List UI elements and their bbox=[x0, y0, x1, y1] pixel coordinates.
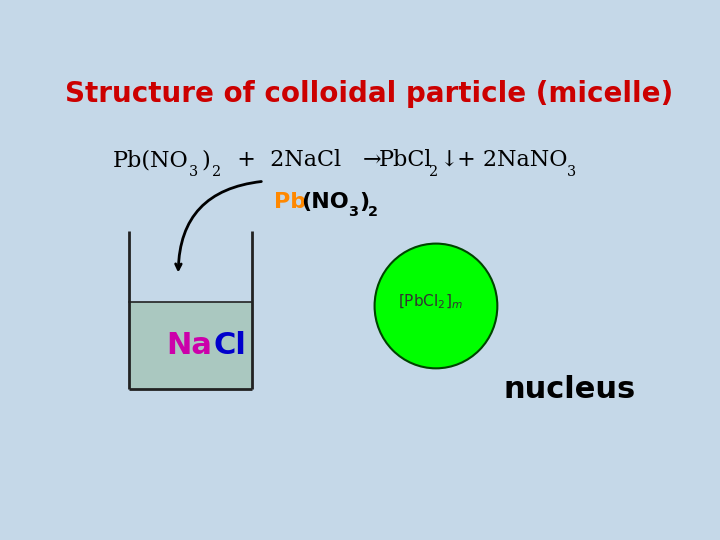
Text: Structure of colloidal particle (micelle): Structure of colloidal particle (micelle… bbox=[65, 80, 673, 108]
Text: 3: 3 bbox=[348, 205, 359, 219]
Text: Pb(NO: Pb(NO bbox=[112, 150, 188, 171]
Text: [PbCl$_2$]$_m$: [PbCl$_2$]$_m$ bbox=[398, 293, 463, 311]
Text: Cl: Cl bbox=[213, 331, 246, 360]
Text: 2: 2 bbox=[212, 165, 221, 179]
Text: (NO: (NO bbox=[301, 192, 348, 212]
Text: →: → bbox=[362, 150, 381, 171]
Text: ): ) bbox=[359, 192, 369, 212]
Bar bbox=[129, 302, 252, 389]
Text: + 2NaNO: + 2NaNO bbox=[450, 150, 567, 171]
Text: ): ) bbox=[202, 150, 210, 171]
Text: PbCl: PbCl bbox=[379, 150, 433, 171]
Text: Pb: Pb bbox=[274, 192, 306, 212]
Text: 2: 2 bbox=[368, 205, 378, 219]
Text: 3: 3 bbox=[189, 165, 199, 179]
Text: nucleus: nucleus bbox=[503, 375, 636, 403]
Text: ↓: ↓ bbox=[438, 150, 457, 171]
Text: 2: 2 bbox=[429, 165, 438, 179]
Text: Na: Na bbox=[166, 331, 212, 360]
Text: +  2NaCl: + 2NaCl bbox=[222, 150, 341, 171]
Ellipse shape bbox=[374, 244, 498, 368]
Text: 3: 3 bbox=[567, 165, 576, 179]
